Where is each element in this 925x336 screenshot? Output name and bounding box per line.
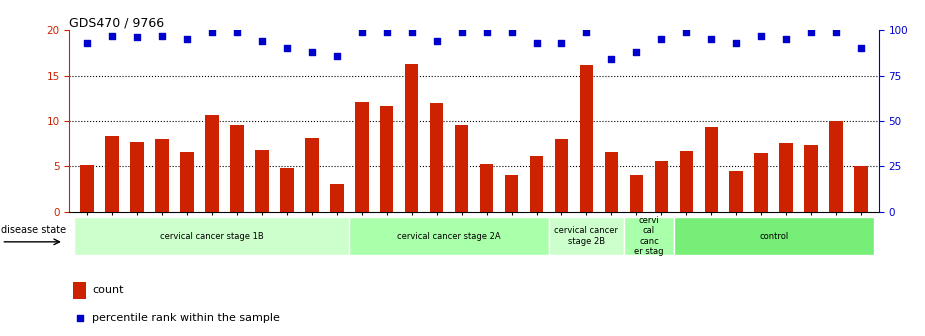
Point	[629, 49, 644, 55]
Point	[729, 40, 744, 46]
Text: cervi
cal
canc
er stag: cervi cal canc er stag	[635, 216, 663, 256]
Bar	[180, 152, 193, 212]
Bar	[505, 175, 518, 212]
Text: control: control	[759, 232, 788, 241]
Bar	[205, 115, 218, 212]
Bar	[605, 152, 618, 212]
Point	[554, 40, 569, 46]
Point	[604, 56, 619, 62]
Bar	[305, 138, 318, 212]
Bar	[655, 161, 668, 212]
Point	[204, 29, 219, 35]
Point	[80, 40, 94, 46]
Text: GDS470 / 9766: GDS470 / 9766	[69, 16, 165, 29]
Point	[379, 29, 394, 35]
Bar	[355, 102, 368, 212]
Text: disease state: disease state	[2, 225, 67, 235]
Bar	[580, 65, 593, 212]
Bar	[830, 121, 844, 212]
Bar	[330, 184, 343, 212]
Bar	[430, 103, 443, 212]
Point	[654, 37, 669, 42]
Point	[229, 29, 244, 35]
Point	[72, 315, 87, 320]
Bar	[73, 282, 86, 299]
Text: cervical cancer
stage 2B: cervical cancer stage 2B	[554, 226, 619, 246]
Point	[829, 29, 844, 35]
Point	[754, 33, 769, 38]
Bar	[730, 171, 743, 212]
Bar	[805, 145, 819, 212]
Point	[704, 37, 719, 42]
Bar	[680, 151, 693, 212]
Text: count: count	[92, 285, 124, 295]
Bar	[74, 217, 349, 255]
Point	[779, 37, 794, 42]
Bar	[130, 142, 143, 212]
Bar	[530, 156, 543, 212]
Point	[154, 33, 169, 38]
Bar	[280, 168, 293, 212]
Text: cervical cancer stage 2A: cervical cancer stage 2A	[397, 232, 501, 241]
Bar	[630, 175, 643, 212]
Point	[679, 29, 694, 35]
Bar	[480, 164, 493, 212]
Point	[404, 29, 419, 35]
Text: cervical cancer stage 1B: cervical cancer stage 1B	[160, 232, 264, 241]
Bar	[255, 150, 268, 212]
Point	[454, 29, 469, 35]
Bar	[455, 125, 468, 212]
Point	[179, 37, 194, 42]
Bar	[80, 165, 93, 212]
Bar	[549, 217, 624, 255]
Point	[429, 38, 444, 44]
Bar	[855, 166, 869, 212]
Bar	[780, 143, 794, 212]
Point	[529, 40, 544, 46]
Bar	[555, 139, 568, 212]
Point	[329, 53, 344, 58]
Bar	[154, 139, 168, 212]
Point	[304, 49, 319, 55]
Text: percentile rank within the sample: percentile rank within the sample	[92, 312, 280, 323]
Bar	[380, 106, 393, 212]
Bar	[674, 217, 874, 255]
Point	[279, 46, 294, 51]
Point	[504, 29, 519, 35]
Bar	[105, 136, 118, 212]
Point	[579, 29, 594, 35]
Bar	[755, 153, 768, 212]
Bar	[624, 217, 674, 255]
Point	[804, 29, 819, 35]
Bar	[349, 217, 549, 255]
Point	[479, 29, 494, 35]
Bar	[405, 64, 418, 212]
Bar	[705, 127, 718, 212]
Point	[105, 33, 119, 38]
Point	[254, 38, 269, 44]
Point	[354, 29, 369, 35]
Bar	[230, 126, 243, 212]
Point	[130, 35, 144, 40]
Point	[854, 46, 869, 51]
